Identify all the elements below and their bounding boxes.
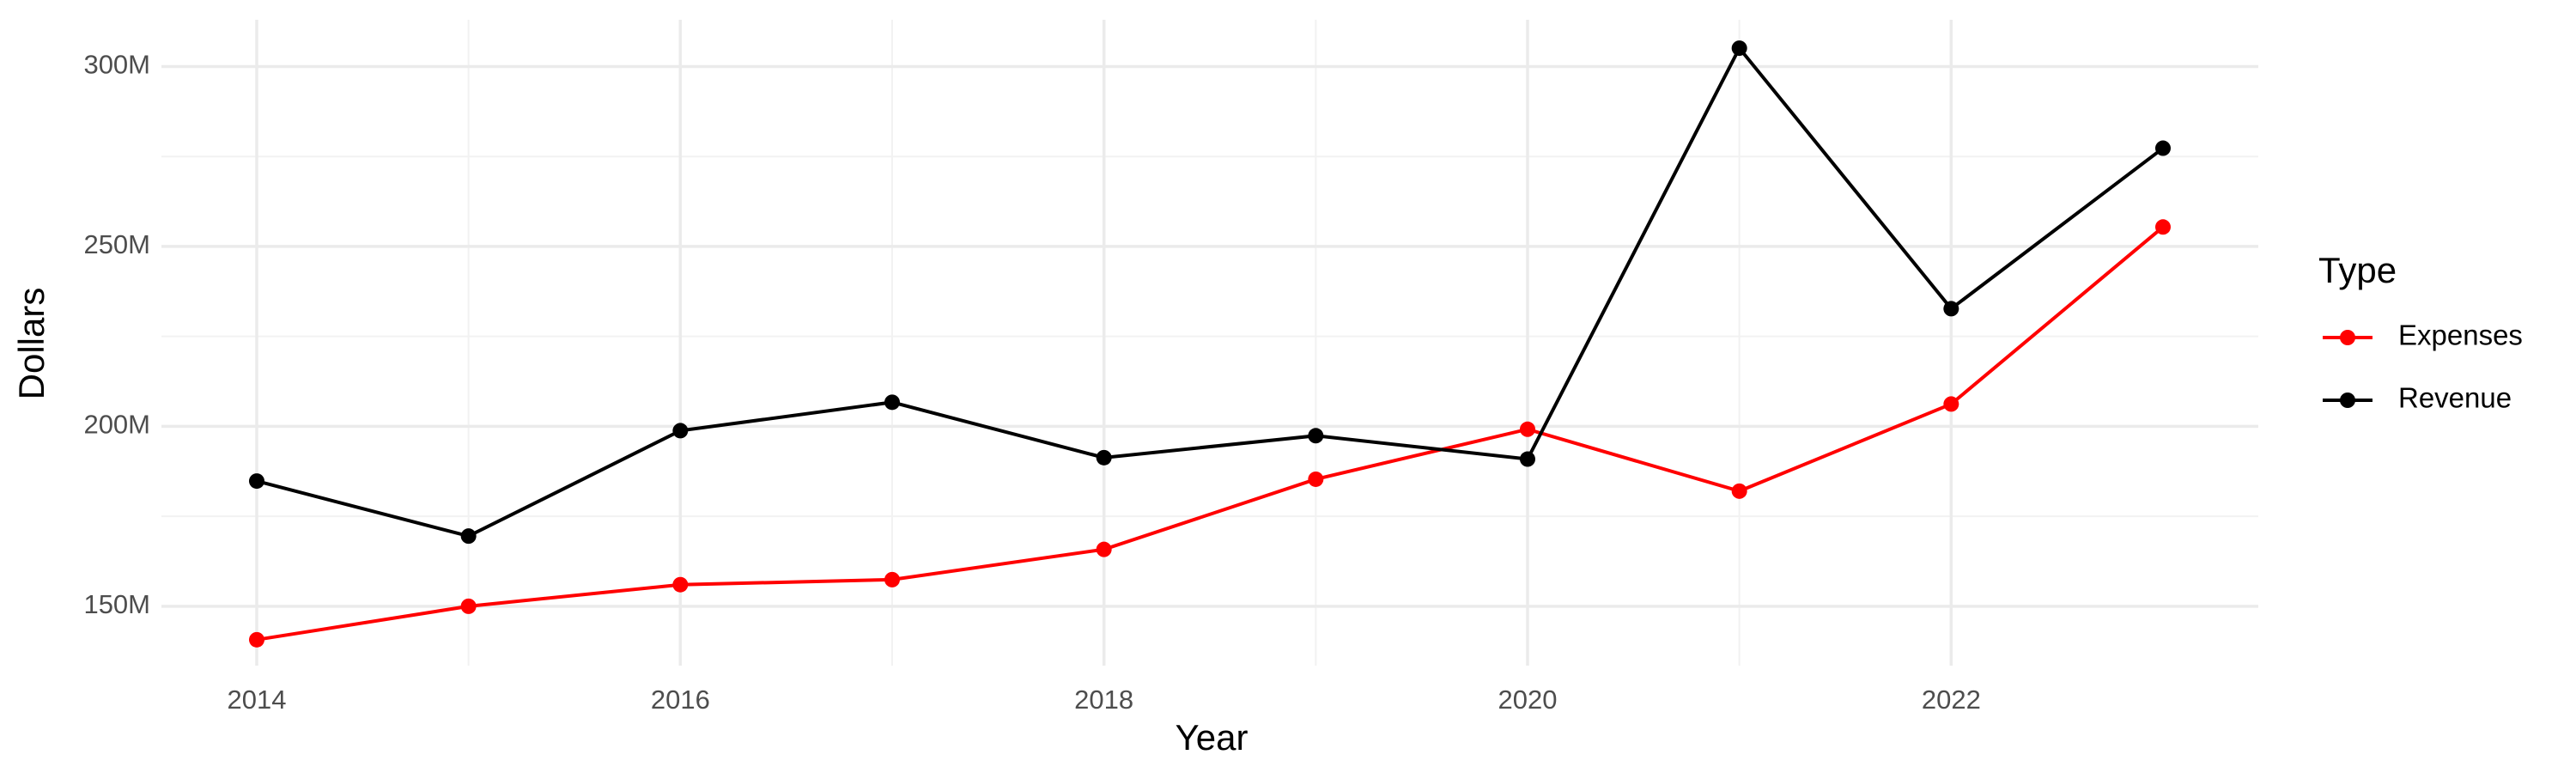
series-line [256,45,2165,539]
legend-label: Expenses [2398,320,2523,351]
x-tick-label: 2016 [651,685,710,715]
y-tick-label: 200M [83,410,150,440]
y-axis-title: Dollars [11,288,52,400]
data-point [1943,301,1959,317]
legend-label: Revenue [2398,382,2512,414]
y-tick-label: 150M [83,589,150,619]
data-point [460,528,477,545]
data-point [1520,451,1535,467]
y-tick-label: 300M [83,50,150,80]
legend-marker [2340,330,2355,345]
series-line [256,225,2165,642]
data-point [249,631,264,648]
legend-title: Type [2318,250,2397,290]
x-tick-label: 2022 [1922,685,1981,715]
data-point [1096,449,1112,466]
data-point [884,394,900,411]
data-point [1943,396,1959,412]
data-point [1308,471,1324,487]
data-point [1731,40,1747,57]
data-point [1520,421,1535,437]
data-point [1096,541,1112,557]
x-tick-label: 2020 [1498,685,1558,715]
y-tick-label: 250M [83,229,150,259]
x-tick-label: 2018 [1074,685,1133,715]
data-point [672,423,689,439]
x-axis-title: Year [1176,717,1249,758]
legend-marker [2340,393,2355,408]
data-point [2155,219,2171,235]
data-point [1308,428,1324,444]
data-point [672,576,689,593]
data-point [1731,483,1747,499]
data-point [460,598,477,614]
data-point [2155,140,2171,156]
data-point [249,473,264,490]
x-tick-label: 2014 [228,685,287,715]
data-point [884,571,900,587]
